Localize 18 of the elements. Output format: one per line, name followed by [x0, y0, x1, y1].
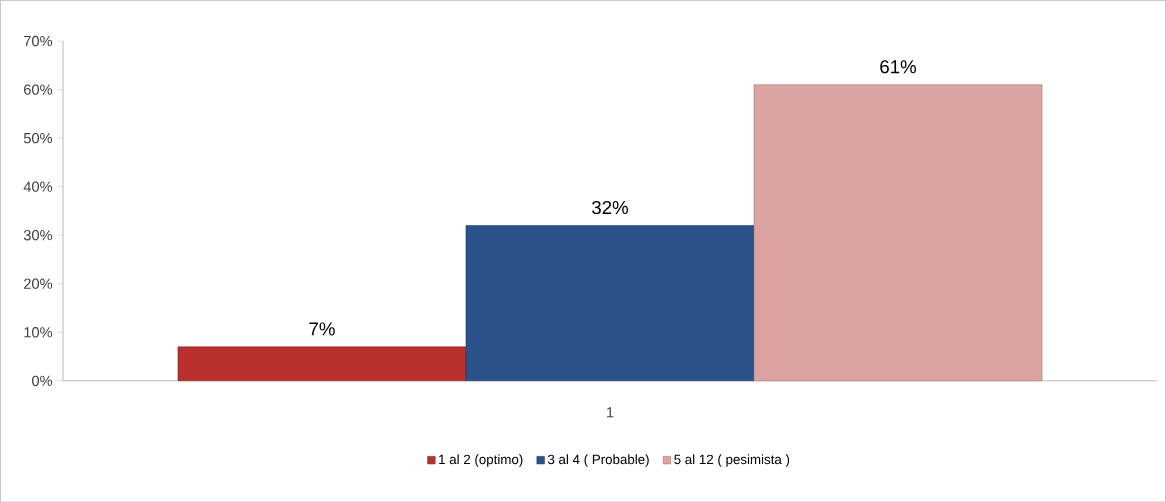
y-tick-label: 20%: [24, 278, 53, 289]
legend-label: 5 al 12 ( pesimista ): [674, 454, 790, 467]
legend-label: 3 al 4 ( Probable): [547, 454, 649, 467]
y-tick-label: 10%: [24, 326, 53, 338]
y-tick-label: 70%: [24, 35, 53, 47]
y-tick-label: 0%: [32, 375, 53, 386]
data-label: 61%: [880, 59, 917, 74]
y-tick-label: 30%: [23, 229, 53, 241]
data-label: 7%: [309, 322, 335, 336]
bar: [177, 346, 467, 381]
bar: [753, 84, 1043, 381]
legend-label: 1 al 2 (optimo): [439, 454, 523, 467]
y-tick-label: 40%: [23, 181, 53, 192]
data-label: 32%: [592, 200, 628, 214]
bar: [465, 225, 755, 381]
y-tick-label: 60%: [24, 84, 53, 95]
x-tick-label: 1: [607, 406, 614, 418]
y-tick-label: 50%: [23, 132, 53, 144]
